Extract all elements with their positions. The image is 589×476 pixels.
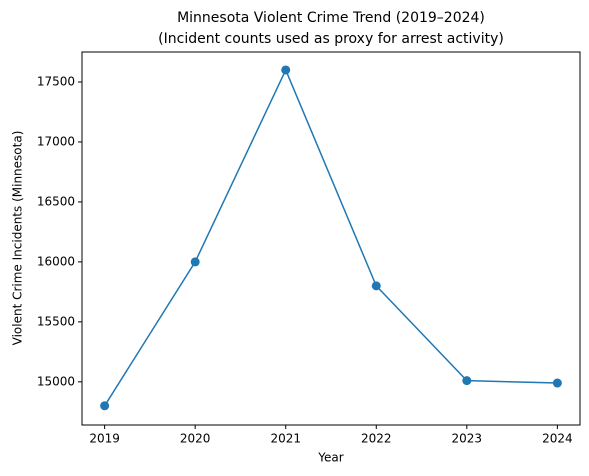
data-point [281,65,291,75]
x-tick-label: 2020 [180,432,211,446]
y-tick-label: 16500 [37,194,75,208]
chart-subtitle: (Incident counts used as proxy for arres… [158,31,504,47]
x-axis-label: Year [317,451,343,465]
series-line [104,68,558,407]
chart-title: Minnesota Violent Crime Trend (2019–2024… [177,10,485,26]
data-point [100,401,110,411]
data-point [371,281,381,291]
data-point [190,257,200,267]
x-tick-label: 2024 [542,432,573,446]
y-tick-label: 15000 [37,374,75,388]
data-point [552,378,562,388]
x-tick-label: 2021 [270,432,301,446]
x-tick-label: 2019 [89,432,120,446]
y-tick-label: 15500 [37,314,75,328]
x-tick-label: 2022 [361,432,392,446]
y-axis-label: Violent Crime Incidents (Minnesota) [11,131,25,346]
y-tick-label: 16000 [37,254,75,268]
plot-frame [81,51,581,426]
y-tick-label: 17000 [37,134,75,148]
y-tick-label: 17500 [37,74,75,88]
x-tick-label: 2023 [452,432,483,446]
data-point [462,376,472,386]
